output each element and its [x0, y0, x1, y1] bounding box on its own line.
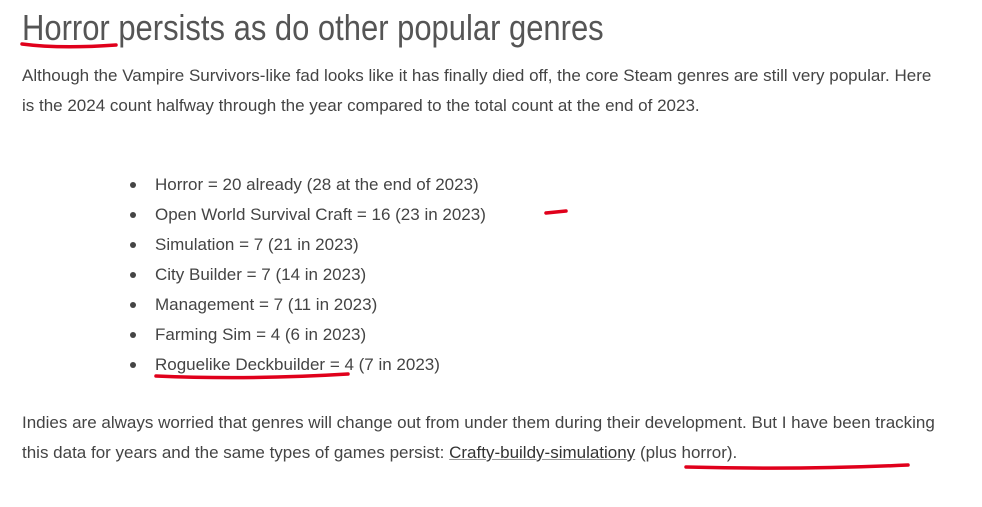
link[interactable]: Crafty-buildy-simulationy — [449, 443, 636, 462]
list-item: Roguelike Deckbuilder = 4 (7 in 2023) — [0, 350, 486, 380]
list-item: Farming Sim = 4 (6 in 2023) — [0, 320, 486, 350]
list-item: Horror = 20 already (28 at the end of 20… — [0, 170, 486, 200]
closing-text: Indies are always worried that genres wi… — [22, 413, 935, 462]
list-item: City Builder = 7 (14 in 2023) — [0, 260, 486, 290]
closing-text: (plus horror). — [635, 443, 738, 462]
list-item: Simulation = 7 (21 in 2023) — [0, 230, 486, 260]
list-item: Open World Survival Craft = 16 (23 in 20… — [0, 200, 486, 230]
genre-list: Horror = 20 already (28 at the end of 20… — [0, 170, 486, 380]
heading: Horror persists as do other popular genr… — [22, 7, 604, 48]
closing-paragraph: Indies are always worried that genres wi… — [22, 408, 942, 468]
list-item: Management = 7 (11 in 2023) — [0, 290, 486, 320]
intro-paragraph: Although the Vampire Survivors-like fad … — [22, 66, 932, 115]
red-dash — [544, 209, 568, 215]
